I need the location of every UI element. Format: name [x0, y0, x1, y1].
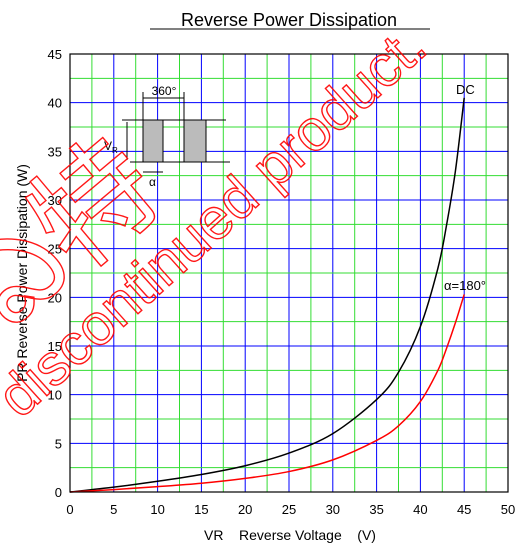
y-tick-label: 5	[55, 436, 62, 451]
inset-waveform-diagram: 360° VR α	[104, 84, 230, 189]
x-tick-label: 5	[110, 502, 117, 517]
watermark: discontinued product. ఏ特	[0, 12, 439, 431]
y-tick-label: 35	[48, 144, 62, 159]
plot-frame	[69, 53, 509, 493]
series-label-alpha-180: α=180°	[444, 278, 486, 293]
y-tick-label: 25	[48, 242, 62, 257]
x-tick-label: 35	[369, 502, 383, 517]
y-tick-label: 15	[48, 339, 62, 354]
inset-360-label: 360°	[152, 84, 177, 98]
x-tick-label: 15	[194, 502, 208, 517]
inset-pulse-1	[142, 119, 164, 163]
inset-alpha-label: α	[149, 175, 156, 189]
x-tick-label: 10	[150, 502, 164, 517]
series-line-dc	[69, 97, 465, 493]
inset-pulse-2	[183, 119, 207, 163]
x-tick-label: 0	[66, 502, 73, 517]
series-line-alpha-180	[69, 294, 465, 493]
series-label-dc: DC	[456, 82, 475, 97]
chart-title: Reverse Power Dissipation	[181, 10, 397, 30]
x-tick-label: 25	[282, 502, 296, 517]
y-tick-label: 45	[48, 47, 62, 62]
x-axis-label: VR Reverse Voltage (V)	[204, 527, 376, 543]
series-layer	[69, 97, 465, 493]
y-tick-label: 10	[48, 388, 62, 403]
x-tick-label: 45	[457, 502, 471, 517]
x-tick-label: 20	[238, 502, 252, 517]
y-tick-label: 0	[55, 485, 62, 500]
y-tick-label: 30	[48, 193, 62, 208]
x-tick-label: 50	[501, 502, 515, 517]
x-tick-label: 40	[413, 502, 427, 517]
inset-vr-label: VR	[104, 139, 118, 155]
x-tick-label: 30	[326, 502, 340, 517]
y-tick-label: 40	[48, 96, 62, 111]
y-axis-label: PR Reverse Power Dissipation (W)	[14, 164, 30, 382]
tick-labels: 0 5 10 15 20 25 30 35 40 45 50 0 5 10 15 20 25 30 35 40 45	[48, 47, 516, 517]
y-tick-label: 20	[48, 290, 62, 305]
